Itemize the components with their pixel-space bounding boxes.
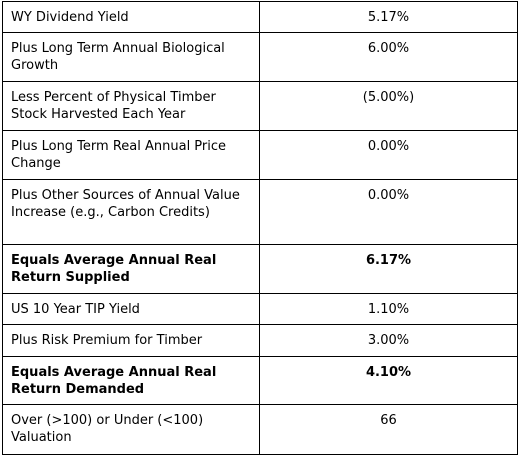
row-value: 66 [259,404,518,455]
row-value: 3.00% [259,324,518,357]
row-label: Equals Average Annual Real Return Suppli… [2,244,260,294]
table-row: Plus Long Term Real Annual Price Change 0… [2,130,518,180]
table-row: Plus Risk Premium for Timber 3.00% [2,324,518,357]
row-label: Plus Risk Premium for Timber [2,324,260,357]
table-row: Equals Average Annual Real Return Demand… [2,356,518,405]
row-label: Equals Average Annual Real Return Demand… [2,356,260,405]
table-row: Plus Long Term Annual Biological Growth 6… [2,32,518,82]
row-label: Less Percent of Physical Timber Stock Ha… [2,81,260,131]
table-row: Over (>100) or Under (<100) Valuation 66 [2,404,518,455]
row-label: WY Dividend Yield [2,1,260,33]
row-value: 6.00% [259,32,518,82]
row-value: 1.10% [259,293,518,325]
table-row: Equals Average Annual Real Return Suppli… [2,244,518,294]
row-label: Plus Other Sources of Annual Value Incre… [2,179,260,245]
table-row: US 10 Year TIP Yield 1.10% [2,293,518,325]
row-label: US 10 Year TIP Yield [2,293,260,325]
row-value: 6.17% [259,244,518,294]
row-label: Plus Long Term Real Annual Price Change [2,130,260,180]
row-label: Plus Long Term Annual Biological Growth [2,32,260,82]
table-row: WY Dividend Yield 5.17% [2,1,518,33]
row-value: (5.00%) [259,81,518,131]
row-value: 0.00% [259,179,518,245]
row-value: 0.00% [259,130,518,180]
row-label: Over (>100) or Under (<100) Valuation [2,404,260,455]
row-value: 4.10% [259,356,518,405]
table-row: Less Percent of Physical Timber Stock Ha… [2,81,518,131]
table-row: Plus Other Sources of Annual Value Incre… [2,179,518,245]
row-value: 5.17% [259,1,518,33]
